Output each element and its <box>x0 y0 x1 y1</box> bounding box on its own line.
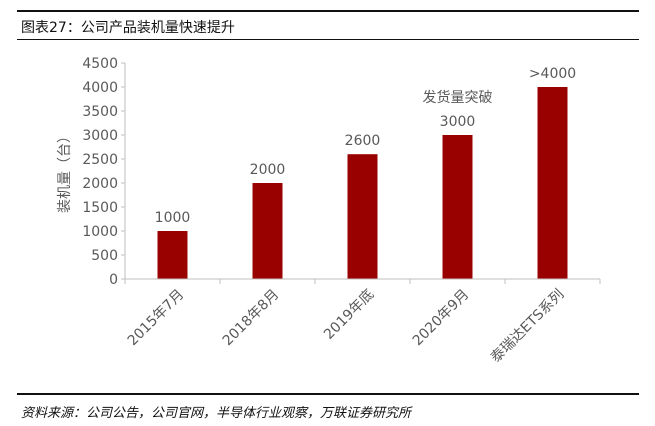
y-tick-label: 3000 <box>82 128 118 144</box>
x-tick-label: 2019年底 <box>321 287 377 343</box>
y-tick-label: 1000 <box>82 224 118 240</box>
bar <box>157 231 188 279</box>
x-tick-label: 2018年8月 <box>220 287 283 350</box>
y-tick-label: 1500 <box>82 200 118 216</box>
source-note: 资料来源：公司公告，公司官网，半导体行业观察，万联证券研究所 <box>21 406 412 421</box>
bar-data-label: 3000 <box>440 114 476 130</box>
x-tick-label: 2015年7月 <box>125 287 188 350</box>
y-tick-label: 2000 <box>82 176 118 192</box>
bar-data-label: 2600 <box>345 133 381 149</box>
bar <box>252 183 283 279</box>
bar <box>537 87 568 279</box>
figure-title-bar: 图表27：公司产品装机量快速提升 <box>17 10 639 40</box>
y-tick-label: 500 <box>91 248 118 264</box>
bar <box>347 154 378 279</box>
bar-chart: 0 500 1000 1500 2000 2500 3000 3500 4000 4500 100… <box>57 56 601 366</box>
y-tick-label: 0 <box>109 272 118 288</box>
y-axis-title: 装机量（台） <box>57 129 73 213</box>
y-tick-label: 4500 <box>82 56 118 72</box>
chart-annotation: 发货量突破 <box>423 89 493 106</box>
bar-data-label: 1000 <box>155 210 191 226</box>
x-tick-label: 泰瑞达ETS系列 <box>488 287 567 366</box>
x-axis: 2015年7月 2018年8月 2019年底 2020年9月 泰瑞达ETS系列 <box>124 278 601 366</box>
source-bar: 资料来源：公司公告，公司官网，半导体行业观察，万联证券研究所 <box>17 393 639 421</box>
y-tick-label: 3500 <box>82 104 118 120</box>
y-tick-label: 4000 <box>82 80 118 96</box>
bar-data-label: 2000 <box>250 162 286 178</box>
y-tick-label: 2500 <box>82 152 118 168</box>
bar-data-label: >4000 <box>529 66 576 82</box>
x-tick-label: 2020年9月 <box>410 287 473 350</box>
bar <box>442 135 473 279</box>
bars-group: 1000 2000 2600 3000 >4000 <box>155 66 576 279</box>
y-axis: 0 500 1000 1500 2000 2500 3000 3500 4000 4500 <box>82 56 126 288</box>
figure-title: 图表27：公司产品装机量快速提升 <box>21 20 235 36</box>
